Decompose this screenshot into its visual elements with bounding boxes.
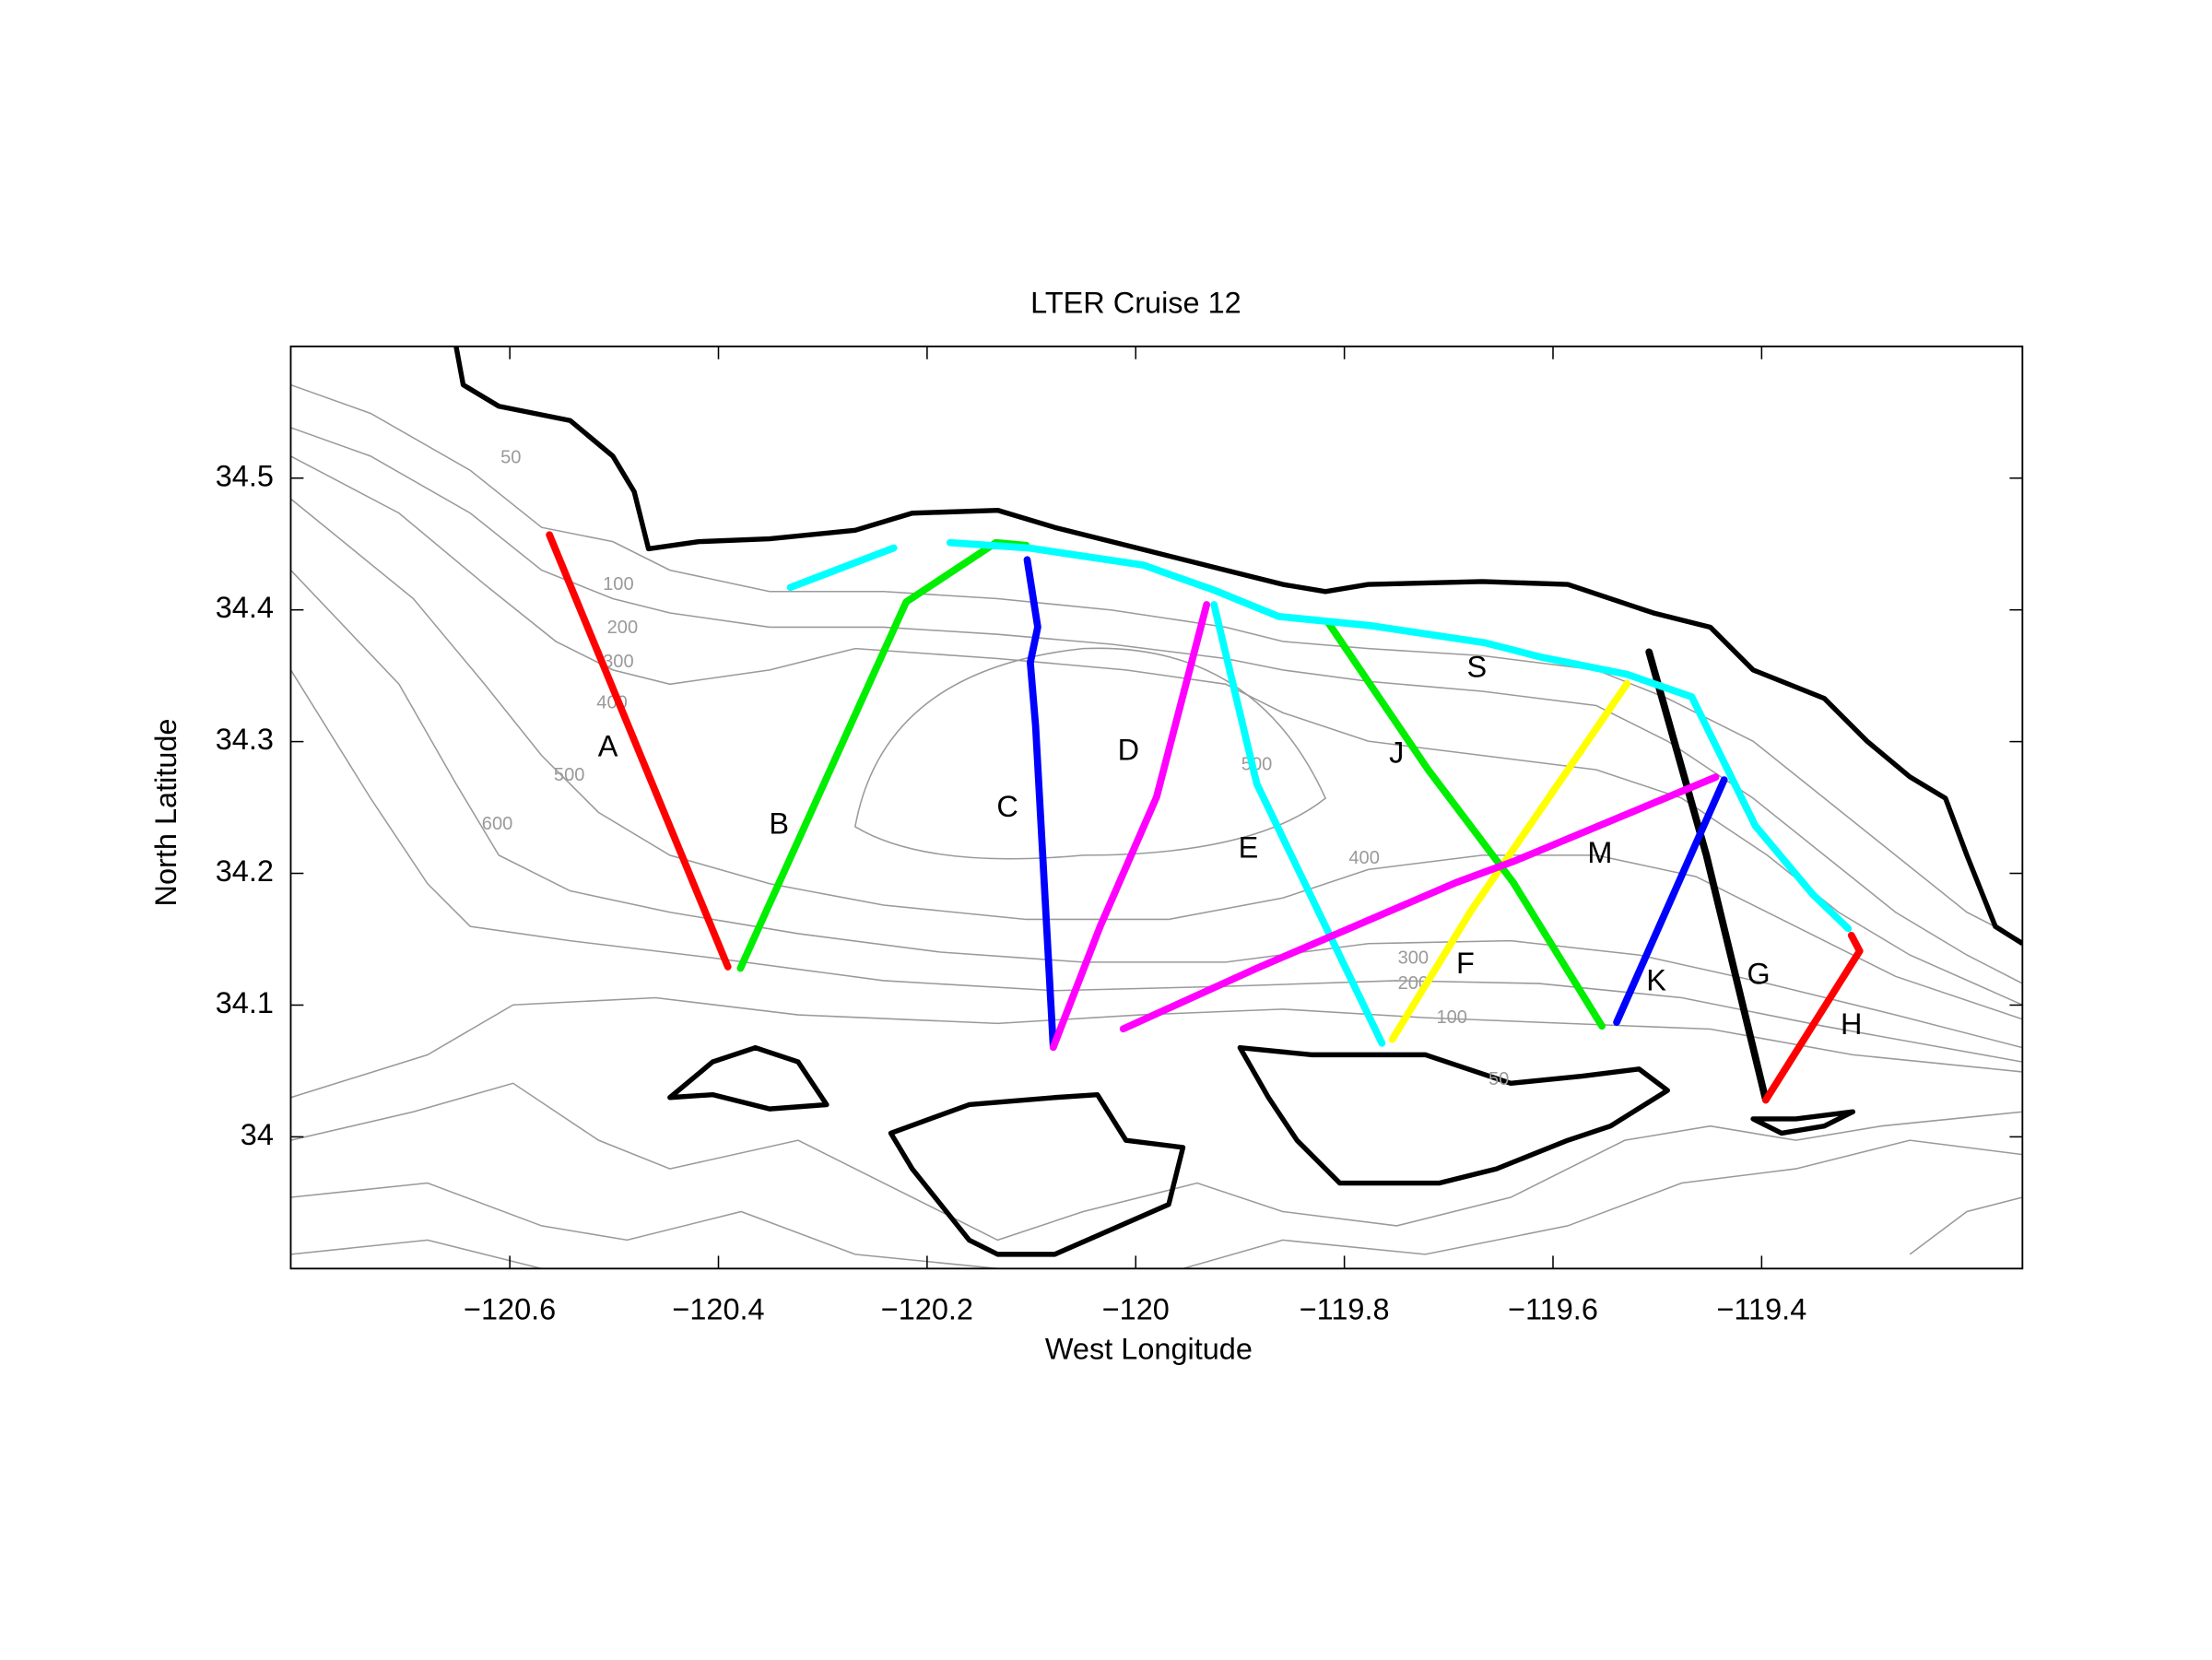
track-line [1119, 773, 1720, 1033]
track-label: D [1118, 734, 1139, 767]
contour-label: 500 [554, 765, 585, 785]
y-tick-label: 34.3 [216, 723, 274, 756]
plot-frame [289, 345, 2024, 1270]
x-tick-label: −119.6 [1508, 1292, 1598, 1325]
x-tick-label: −120.6 [464, 1292, 556, 1325]
track-label: A [598, 729, 618, 762]
track-line [1761, 931, 1864, 1104]
chart-title: LTER Cruise 12 [1030, 287, 1241, 320]
y-tick-label: 34.2 [216, 854, 274, 888]
contour-label: 400 [1348, 848, 1380, 868]
track-label: M [1587, 836, 1612, 869]
contour-label: 300 [603, 652, 634, 672]
x-tick-label: −119.8 [1300, 1292, 1390, 1325]
contour-label: 200 [607, 618, 639, 638]
y-tick-label: 34.5 [216, 459, 274, 492]
x-tick-label: −120.4 [672, 1292, 764, 1325]
track-label: F [1456, 947, 1475, 980]
x-tick-label: −120 [1102, 1292, 1170, 1325]
track-line [1388, 679, 1631, 1043]
track-label: C [996, 790, 1018, 823]
track-label: E [1239, 830, 1259, 864]
contour-label: 300 [1398, 948, 1430, 969]
coastline [453, 346, 2023, 1257]
x-tick-label: −120.2 [881, 1292, 973, 1325]
track-label: H [1841, 1007, 1862, 1041]
contour-label: 50 [500, 448, 521, 468]
track-label: S [1467, 651, 1488, 684]
track-line [1049, 601, 1211, 1052]
track-line [1324, 618, 1606, 1030]
y-tick-label: 34.4 [216, 591, 274, 624]
contour-label: 100 [1436, 1007, 1467, 1028]
plot-area: 5010020030040050060050040030020010050ABC… [482, 448, 1864, 1104]
y-axis-label: North Latitude [149, 718, 182, 906]
track-label: J [1389, 736, 1404, 769]
map-background [290, 346, 2023, 1269]
y-tick-label: 34.1 [216, 986, 274, 1019]
contour-label: 600 [482, 814, 513, 834]
bathymetry-contours [290, 383, 2023, 1269]
x-tick-label: −119.4 [1716, 1292, 1806, 1325]
track-line [1023, 556, 1057, 1052]
track-label: B [769, 807, 789, 841]
x-axis-label: West Longitude [1045, 1333, 1253, 1366]
track-line [546, 531, 732, 971]
track-label: G [1747, 958, 1770, 991]
track-line [1613, 776, 1728, 1026]
contour-label: 50 [1488, 1069, 1509, 1089]
track-line [786, 538, 1853, 933]
track-label: K [1646, 964, 1666, 997]
track-line [1645, 648, 1770, 1104]
track-line [1210, 601, 1386, 1047]
y-tick-label: 34 [241, 1118, 274, 1151]
contour-label: 100 [603, 574, 634, 595]
